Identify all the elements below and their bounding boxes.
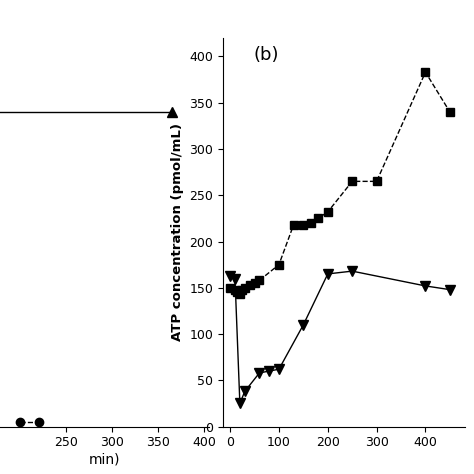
X-axis label: min): min) (89, 452, 120, 466)
Y-axis label: ATP concentration (pmol/mL): ATP concentration (pmol/mL) (171, 123, 183, 341)
Text: (b): (b) (254, 46, 279, 64)
